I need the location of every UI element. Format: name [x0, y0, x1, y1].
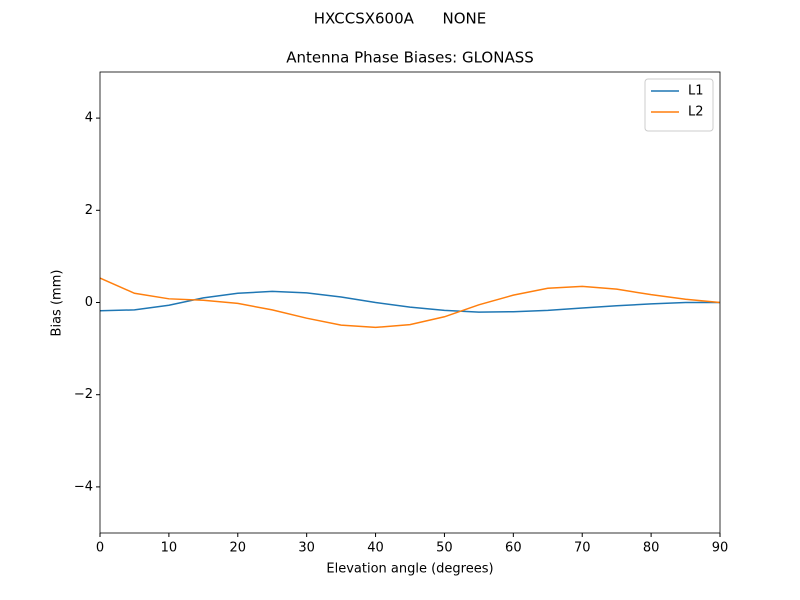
x-tick-label: 0 — [96, 541, 104, 556]
x-tick-label: 40 — [367, 541, 384, 556]
y-tick-label: 0 — [85, 295, 93, 310]
legend-label: L2 — [688, 105, 704, 120]
legend-box — [644, 78, 714, 132]
x-tick-label: 30 — [298, 541, 315, 556]
suptitle: HXCCSX600A NONE — [314, 10, 486, 28]
legend-label: L1 — [688, 84, 704, 99]
x-tick-label: 70 — [574, 541, 591, 556]
x-axis-label: Elevation angle (degrees) — [326, 562, 493, 577]
plot-frame — [99, 71, 721, 534]
y-tick-label: −2 — [74, 387, 93, 402]
series-line — [99, 290, 720, 313]
x-tick-label: 90 — [712, 541, 729, 556]
series-line — [99, 277, 721, 329]
y-axis-label: Bias (mm) — [50, 270, 65, 337]
x-tick-label: 20 — [230, 541, 247, 556]
x-tick-label: 10 — [161, 541, 178, 556]
y-tick-label: −4 — [74, 479, 93, 494]
chart-title: Antenna Phase Biases: GLONASS — [286, 49, 534, 67]
y-tick-label: 4 — [85, 111, 93, 126]
x-tick-label: 80 — [643, 541, 660, 556]
y-tick-label: 2 — [85, 203, 93, 218]
x-tick-label: 50 — [436, 541, 453, 556]
x-tick-label: 60 — [505, 541, 522, 556]
